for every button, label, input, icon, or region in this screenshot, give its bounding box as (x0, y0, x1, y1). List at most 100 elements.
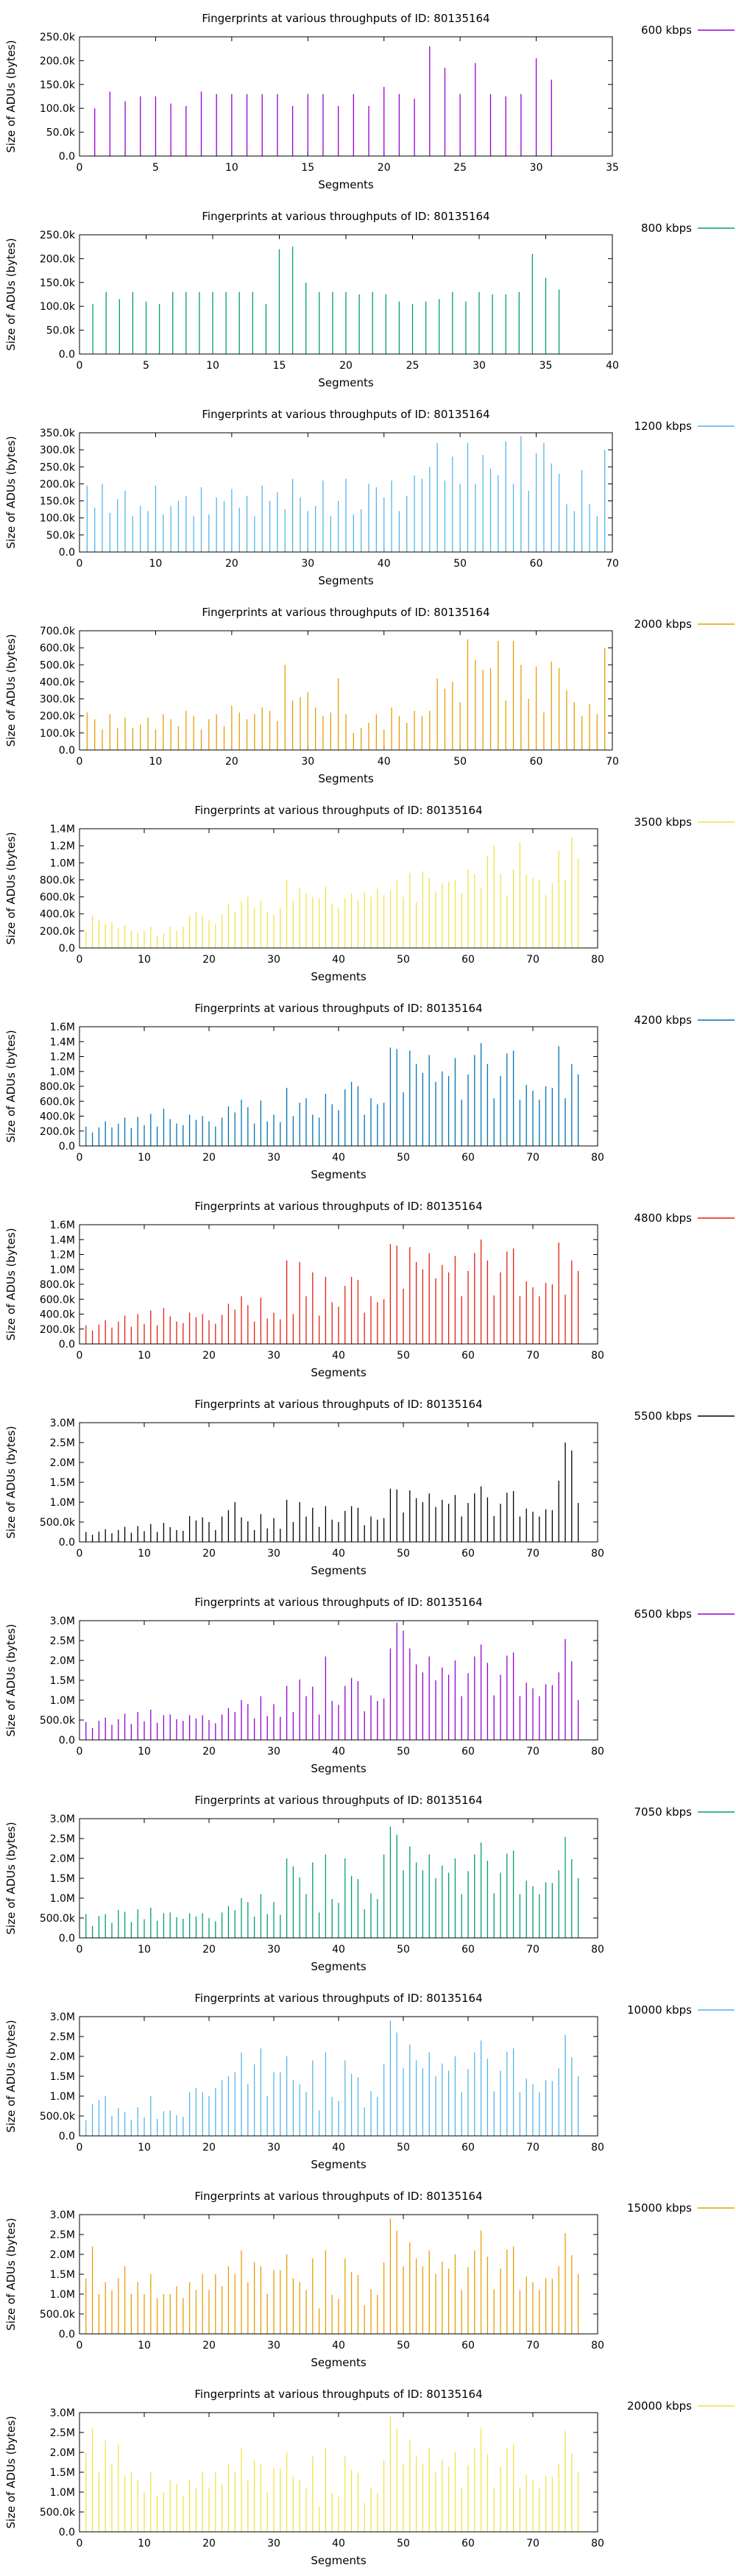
x-tick-label: 10 (138, 1152, 151, 1164)
x-tick-label: 20 (378, 162, 391, 174)
x-tick-label: 40 (378, 558, 391, 570)
x-tick-label: 20 (202, 1944, 216, 1956)
y-tick-label: 150.0k (40, 496, 76, 508)
chart-title: Fingerprints at various throughputs of I… (194, 1200, 482, 1213)
y-axis-label: Size of ADUs (bytes) (4, 1426, 18, 1538)
y-tick-label: 500.0k (40, 1913, 76, 1925)
x-axis-label: Segments (318, 574, 374, 587)
x-tick-label: 50 (397, 2538, 410, 2550)
chart-panel: Fingerprints at various throughputs of I… (0, 1386, 736, 1585)
y-axis-label: Size of ADUs (bytes) (4, 832, 18, 944)
chart-title: Fingerprints at various throughputs of I… (194, 2190, 482, 2203)
x-tick-label: 20 (202, 1548, 216, 1560)
x-tick-label: 0 (77, 2340, 83, 2352)
y-tick-label: 100.0k (40, 103, 76, 115)
x-tick-label: 0 (77, 1548, 83, 1560)
y-tick-label: 600.0k (40, 643, 76, 654)
y-tick-label: 200.0k (40, 1324, 76, 1336)
y-tick-label: 50.0k (46, 325, 76, 337)
x-tick-label: 0 (77, 2538, 83, 2550)
x-tick-label: 0 (77, 1746, 83, 1758)
y-axis-label: Size of ADUs (bytes) (4, 634, 18, 746)
x-tick-label: 80 (591, 2142, 604, 2154)
y-tick-label: 0.0 (59, 1537, 75, 1549)
x-tick-label: 30 (301, 756, 314, 768)
x-tick-label: 20 (202, 1350, 216, 1362)
x-axis-label: Segments (311, 2158, 367, 2171)
y-tick-label: 2.0M (50, 2051, 75, 2063)
x-tick-label: 40 (606, 360, 619, 372)
y-tick-label: 1.5M (50, 1675, 75, 1687)
y-tick-label: 250.0k (40, 32, 76, 43)
x-tick-label: 20 (202, 1152, 216, 1164)
y-tick-label: 0.0 (59, 1735, 75, 1747)
x-tick-label: 20 (225, 558, 238, 570)
legend-label: 7050 kbps (634, 1805, 693, 1819)
y-tick-label: 200.0k (40, 55, 76, 67)
y-tick-label: 500.0k (40, 2111, 76, 2123)
x-tick-label: 20 (202, 2142, 216, 2154)
x-tick-label: 20 (202, 1746, 216, 1758)
x-axis-label: Segments (318, 376, 374, 389)
y-tick-label: 100.0k (40, 513, 76, 525)
y-tick-label: 3.0M (50, 2407, 75, 2419)
x-tick-label: 60 (461, 1350, 475, 1362)
x-tick-label: 20 (202, 954, 216, 966)
plot-frame (79, 2412, 598, 2533)
chart-panel: Fingerprints at various throughputs of I… (0, 990, 736, 1189)
x-tick-label: 10 (225, 162, 238, 174)
chart-svg: Fingerprints at various throughputs of I… (4, 804, 735, 983)
y-tick-label: 600.0k (40, 1294, 76, 1306)
y-tick-label: 50.0k (46, 127, 76, 139)
x-tick-label: 50 (397, 1746, 410, 1758)
y-tick-label: 0.0 (59, 745, 75, 757)
chart-panel: Fingerprints at various throughputs of I… (0, 594, 736, 793)
x-tick-label: 40 (332, 1944, 345, 1956)
x-tick-label: 30 (530, 162, 543, 174)
y-tick-label: 250.0k (40, 461, 76, 473)
legend-label: 15000 kbps (627, 2201, 692, 2215)
x-axis-label: Segments (311, 970, 367, 983)
y-tick-label: 2.5M (50, 1833, 75, 1845)
chart-title: Fingerprints at various throughputs of I… (202, 210, 489, 223)
y-tick-label: 350.0k (40, 428, 76, 439)
x-tick-label: 40 (332, 2538, 345, 2550)
y-tick-label: 400.0k (40, 1309, 76, 1321)
y-axis-label: Size of ADUs (bytes) (4, 238, 18, 350)
legend-label: 2000 kbps (634, 618, 693, 631)
x-tick-label: 10 (138, 2538, 151, 2550)
x-tick-label: 0 (77, 1350, 83, 1362)
x-tick-label: 30 (267, 2142, 280, 2154)
y-tick-label: 1.5M (50, 2467, 75, 2479)
x-tick-label: 10 (206, 360, 219, 372)
y-tick-label: 800.0k (40, 874, 76, 886)
x-axis-label: Segments (311, 1960, 367, 1973)
chart-title: Fingerprints at various throughputs of I… (194, 1596, 482, 1609)
x-tick-label: 50 (397, 2142, 410, 2154)
chart-svg: Fingerprints at various throughputs of I… (4, 1398, 735, 1577)
y-tick-label: 1.0M (50, 1264, 75, 1276)
y-axis-label: Size of ADUs (bytes) (4, 1822, 18, 1934)
y-tick-label: 400.0k (40, 909, 76, 921)
x-tick-label: 80 (591, 2340, 604, 2352)
y-tick-label: 500.0k (40, 659, 76, 671)
x-tick-label: 60 (461, 2142, 475, 2154)
x-tick-label: 10 (138, 2340, 151, 2352)
y-tick-label: 50.0k (46, 530, 76, 542)
y-tick-label: 2.5M (50, 2229, 75, 2241)
chart-title: Fingerprints at various throughputs of I… (202, 12, 489, 25)
y-tick-label: 1.0M (50, 1066, 75, 1078)
y-tick-label: 600.0k (40, 1096, 76, 1108)
x-tick-label: 70 (606, 756, 619, 768)
chart-svg: Fingerprints at various throughputs of I… (4, 2388, 735, 2567)
chart-panel: Fingerprints at various throughputs of I… (0, 2178, 736, 2377)
chart-svg: Fingerprints at various throughputs of I… (4, 1794, 735, 1973)
x-tick-label: 35 (606, 162, 619, 174)
x-tick-label: 70 (526, 2340, 539, 2352)
x-tick-label: 15 (301, 162, 314, 174)
x-tick-label: 0 (77, 558, 83, 570)
plot-frame (79, 1026, 598, 1147)
y-tick-label: 500.0k (40, 2309, 76, 2321)
x-tick-label: 40 (378, 756, 391, 768)
plot-frame (79, 234, 613, 355)
